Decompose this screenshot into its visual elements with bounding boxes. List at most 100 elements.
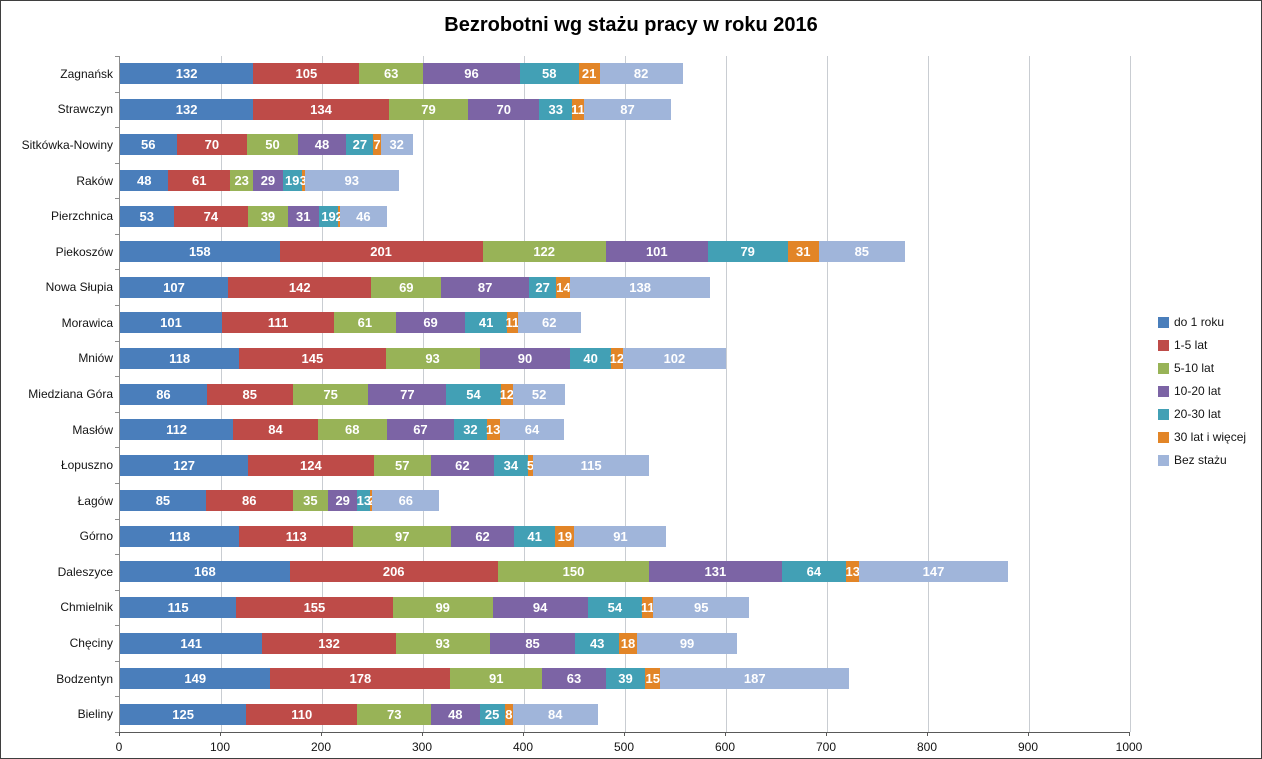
bar-value-label: 3 (299, 173, 307, 189)
bar-value-label: 86 (242, 493, 257, 509)
bar-segment: 61 (334, 312, 396, 334)
bar-row: 158 201 122 101 79 31 85 (120, 241, 1130, 263)
bar-segment: 107 (120, 276, 229, 298)
x-axis-label: 700 (815, 740, 837, 754)
bar-value-label: 53 (139, 208, 154, 224)
category-tick (115, 625, 119, 627)
bar-segment: 82 (599, 63, 683, 85)
legend-swatch (1158, 316, 1169, 328)
bar-value-label: 25 (484, 706, 500, 722)
bar-segment: 113 (239, 525, 354, 547)
bar-value-label: 27 (535, 279, 550, 295)
bar-value-label: 145 (301, 350, 324, 366)
bar-segment: 87 (441, 276, 530, 298)
bar-value-label: 91 (488, 671, 504, 687)
bar-row: 53 74 39 31 19 2 46 (120, 205, 1130, 227)
bar-value-label: 21 (581, 66, 597, 82)
bar-segment: 48 (431, 703, 480, 725)
bar-value-label: 79 (740, 244, 755, 260)
bar-segment: 15 (645, 668, 661, 690)
bar-row: 48 61 23 29 19 3 93 (120, 170, 1130, 192)
bar-value-label: 54 (607, 599, 623, 615)
bar-value-label: 19 (321, 208, 336, 224)
bar-segment: 87 (583, 98, 672, 120)
bar-segment: 58 (519, 63, 579, 85)
bar-segment: 3 (299, 170, 307, 192)
bar-value-label: 29 (260, 173, 276, 189)
bar-segment: 99 (392, 596, 493, 618)
bar-value-label: 2 (367, 493, 376, 509)
plot-area: 132 105 63 96 58 21 82 132 134 79 70 33 11 87 56 70 50 48… (119, 56, 1131, 733)
bar-value-label: 67 (413, 422, 428, 438)
bar-segment: 70 (176, 134, 248, 156)
x-axis-label: 400 (512, 740, 534, 754)
category-tick (115, 589, 119, 591)
bar-segment: 54 (446, 383, 501, 405)
bar-segment: 168 (120, 561, 290, 583)
bar-row: 112 84 68 67 32 13 64 (120, 419, 1130, 441)
bar-segment: 40 (570, 347, 611, 369)
bar-segment: 125 (120, 703, 247, 725)
bar-segment: 14 (556, 276, 571, 298)
x-axis-tick (624, 732, 625, 736)
bar-segment: 57 (373, 454, 432, 476)
category-tick (115, 660, 119, 662)
bar-segment: 101 (120, 312, 222, 334)
bar-value-label: 84 (268, 422, 283, 438)
bar-segment: 69 (371, 276, 442, 298)
bar-value-label: 35 (303, 493, 318, 509)
bar-segment: 93 (385, 347, 480, 369)
x-axis-label: 100 (209, 740, 231, 754)
bar-value-label: 107 (163, 279, 185, 295)
bar-value-label: 127 (173, 457, 195, 473)
bar-value-label: 61 (357, 315, 373, 331)
bar-segment: 142 (228, 276, 372, 298)
bar-value-label: 64 (524, 422, 540, 438)
bar-segment: 73 (357, 703, 432, 725)
bar-value-label: 84 (548, 706, 563, 722)
bar-value-label: 32 (463, 422, 478, 438)
bar-value-label: 69 (423, 315, 438, 331)
bar-segment: 77 (368, 383, 447, 405)
category-tick (115, 732, 119, 733)
bar-value-label: 142 (288, 279, 311, 295)
bar-value-label: 32 (389, 137, 404, 153)
bar-segment: 147 (859, 561, 1008, 583)
bar-value-label: 97 (395, 528, 410, 544)
gridline (1130, 56, 1131, 732)
x-axis-label: 600 (714, 740, 736, 754)
bar-row: 125 110 73 48 25 8 84 (120, 703, 1130, 725)
x-axis-label: 500 (613, 740, 635, 754)
bar-segment: 2 (336, 205, 343, 227)
bar-row: 168 206 150 131 64 13 147 (120, 561, 1130, 583)
bar-segment: 61 (168, 170, 231, 192)
bar-value-label: 115 (580, 457, 602, 473)
bar-value-label: 62 (541, 315, 557, 331)
bar-segment: 67 (386, 419, 455, 441)
bar-value-label: 150 (562, 564, 585, 580)
bar-value-label: 14 (556, 279, 571, 295)
bar-segment: 158 (120, 241, 280, 263)
x-axis-label: 200 (310, 740, 332, 754)
category-tick (115, 447, 119, 449)
bar-row: 132 134 79 70 33 11 87 (120, 98, 1130, 120)
bar-segment: 85 (489, 632, 576, 654)
gridline (1029, 56, 1030, 732)
bar-value-label: 23 (234, 173, 249, 189)
bar-value-label: 112 (166, 422, 188, 438)
bar-value-label: 85 (242, 386, 258, 402)
bar-value-label: 118 (169, 350, 191, 366)
bar-value-label: 94 (532, 599, 548, 615)
bar-segment: 149 (120, 668, 271, 690)
bar-segment: 39 (248, 205, 288, 227)
bar-value-label: 39 (618, 671, 633, 687)
bar-value-label: 102 (663, 350, 686, 366)
bar-value-label: 95 (693, 599, 709, 615)
bar-segment: 13 (845, 561, 860, 583)
legend: do 1 roku 1-5 lat 5-10 lat 10-20 lat 20-30 l… (1158, 315, 1246, 467)
bar-value-label: 111 (267, 315, 289, 331)
gridline (625, 56, 626, 732)
bar-segment: 122 (482, 241, 606, 263)
bar-value-label: 57 (395, 457, 410, 473)
legend-label: Bez stażu (1174, 453, 1227, 467)
